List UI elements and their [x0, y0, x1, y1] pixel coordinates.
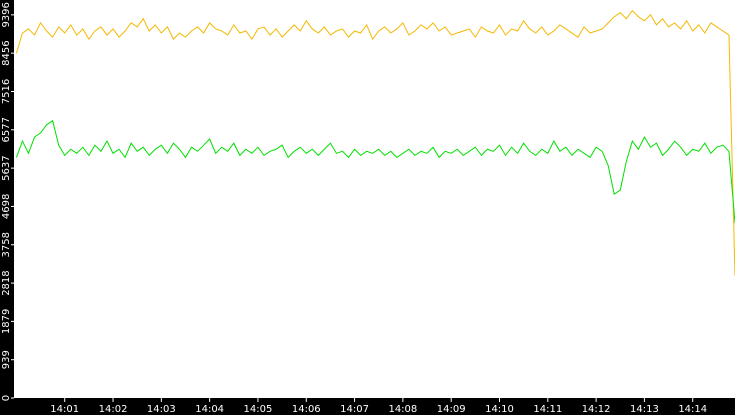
y-tick-label: 9396 [1, 2, 12, 27]
y-tick-label: 2818 [1, 270, 12, 295]
x-tick-label: 14:01 [50, 404, 79, 415]
x-tick-label: 14:11 [533, 404, 562, 415]
x-tick-label: 14:04 [195, 404, 224, 415]
y-tick-label: 1879 [1, 309, 12, 334]
x-tick-label: 14:03 [147, 404, 176, 415]
x-axis-strip [0, 398, 735, 415]
y-tick-label: 8456 [1, 40, 12, 65]
x-tick-label: 14:02 [99, 404, 128, 415]
x-tick-label: 14:07 [340, 404, 369, 415]
x-tick-label: 14:13 [630, 404, 659, 415]
y-tick-label: 0 [1, 395, 12, 401]
y-tick-label: 939 [1, 350, 12, 369]
y-axis-strip [0, 0, 14, 415]
x-tick-label: 14:12 [582, 404, 611, 415]
x-tick-label: 14:05 [244, 404, 273, 415]
x-tick-label: 14:08 [388, 404, 417, 415]
line-series [15, 9, 735, 276]
line-series [15, 119, 735, 223]
x-tick-label: 14:06 [292, 404, 321, 415]
y-tick-label: 3758 [1, 232, 12, 257]
y-tick-label: 5637 [1, 155, 12, 180]
y-tick-label: 7516 [1, 79, 12, 104]
y-tick-label: 6577 [1, 117, 12, 142]
x-tick-label: 14:10 [485, 404, 514, 415]
x-tick-label: 14:09 [437, 404, 466, 415]
x-tick-label: 14:14 [678, 404, 707, 415]
y-tick-label: 4698 [1, 194, 12, 219]
